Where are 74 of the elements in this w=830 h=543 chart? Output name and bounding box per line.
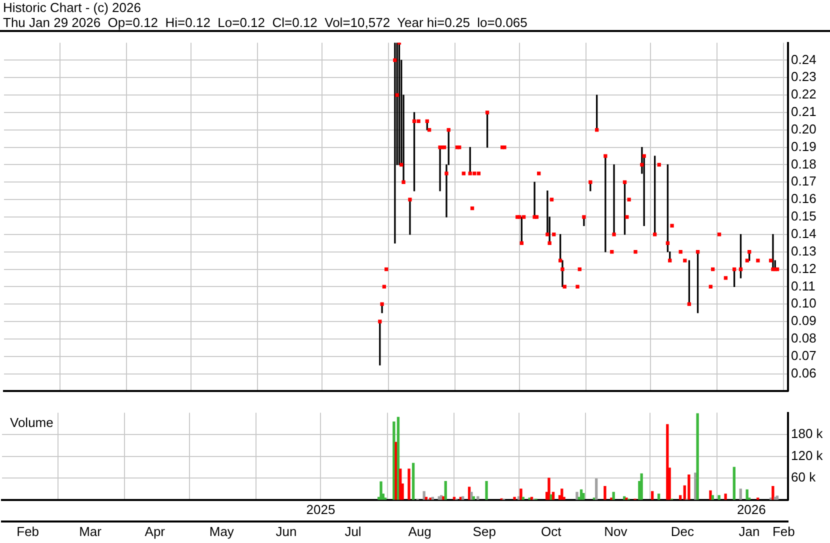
bar [709,490,712,500]
x-tick-label: Apr [144,524,166,539]
bar [470,492,473,500]
x-tick-label: Jan [738,524,760,539]
y-axis-title: Volume [10,414,54,430]
y-tick-label: 0.19 [791,138,816,154]
bar [688,474,690,500]
x-tick-label: Sep [472,524,496,539]
bar [604,486,606,500]
x-tick-label: Aug [408,524,432,539]
bar [679,495,682,500]
y-tick-label: 0.11 [791,278,816,294]
y-tick-label: 0.06 [791,365,816,380]
chart-subtitle: Thu Jan 29 2026 Op=0.12 Hi=0.12 Lo=0.12 Cl=0.12 Vol=10,572 Year hi=0.25 lo=0.065 [0,15,830,32]
bar [711,495,714,500]
x-tick-label: Dec [670,524,695,539]
y-tick-label: 0.21 [791,104,816,120]
y-tick-label: 0.13 [791,243,816,258]
bar [724,494,727,500]
y-tick-label: 0.15 [791,208,816,224]
y-tick-label: 0.24 [791,52,816,67]
bar [422,491,426,500]
y-tick-label: 0.18 [791,156,816,172]
bar [772,486,774,500]
x-tick-label: Oct [541,524,562,539]
y-tick-label: 0.10 [791,296,816,311]
x-tick-label: Jul [344,524,362,539]
x-tick-label: Feb [16,524,40,539]
x2-tick-label: 2026 [736,502,766,518]
bar [612,492,615,500]
bar [485,480,488,500]
y-tick-label: 0.20 [791,121,816,136]
x-tick-label: Mar [79,524,102,539]
x2-tick-label: 2025 [306,502,336,518]
bar [513,496,516,500]
bar [408,468,410,500]
y-tick-label: 0.16 [791,191,816,206]
bar [444,480,447,500]
x-tick-label: Jun [276,524,297,539]
y-tick-label: 0.23 [791,69,816,84]
bar [462,496,464,500]
y-tick-label: 0.14 [791,226,816,241]
bar [394,442,398,500]
y-tick-label: 0.07 [791,348,816,363]
bar [412,462,415,500]
bar [472,496,475,500]
bar [651,491,654,500]
bar [595,478,598,500]
x-tick-label: May [209,524,234,539]
y-tick-label: 180 k [791,426,824,442]
bar [739,488,742,500]
x-tick-label: Nov [604,524,628,539]
bar [657,494,660,500]
y-tick-label: 0.22 [791,86,816,102]
y-tick-label: 60 k [791,470,816,485]
bar [548,478,550,500]
bar [520,488,522,500]
y-tick-label: 120 k [791,448,824,463]
y-tick-label: 0.09 [791,313,816,328]
bar [732,466,736,500]
y-tick-label: 0.12 [791,260,816,276]
bar [442,496,445,500]
y-tick-label: 0.17 [791,174,816,189]
bar [718,495,720,500]
bar [696,413,699,500]
bar [476,496,480,500]
chart-title: Historic Chart - (c) 2026 [2,0,142,15]
y-tick-label: 0.08 [791,330,816,346]
bar [582,492,585,500]
bar [776,496,779,500]
x-tick-label: Feb [772,524,795,539]
bar [576,492,578,500]
bar [380,481,382,500]
bar [640,473,643,500]
